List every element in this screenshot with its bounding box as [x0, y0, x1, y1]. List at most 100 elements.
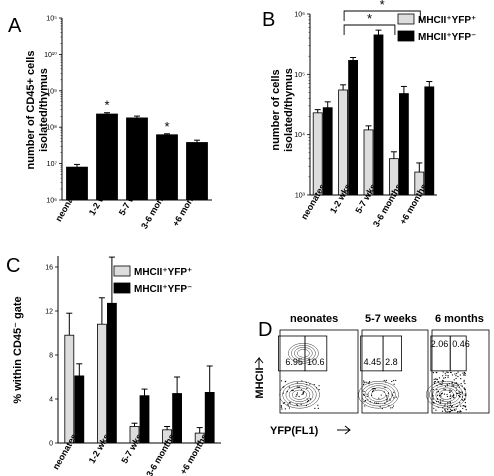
- scatter-dot: [447, 401, 449, 404]
- scatter-dot: [387, 392, 390, 394]
- scatter-dot: [309, 398, 311, 400]
- density-contour: [291, 344, 316, 362]
- scatter-dot: [464, 395, 466, 397]
- scatter-dot: [449, 391, 451, 393]
- scatter-dot: [300, 403, 302, 405]
- density-contour: [429, 383, 464, 407]
- gate-value-yfp-negative: 2.06: [431, 339, 449, 349]
- density-contour: [426, 380, 467, 409]
- bar-series1-4: [424, 86, 435, 196]
- scatter-dot: [446, 395, 449, 398]
- scatter-dot: [318, 389, 320, 391]
- scatter-dot: [458, 394, 460, 397]
- legend-label: MHCII⁺YFP⁺: [134, 267, 192, 278]
- scatter-dot: [450, 409, 453, 412]
- y-tick-label: 10³: [295, 193, 306, 200]
- scatter-dot: [281, 408, 283, 410]
- scatter-dot: [449, 394, 452, 396]
- scatter-dot: [464, 388, 466, 390]
- scatter-dot: [379, 406, 381, 408]
- scatter-dot: [366, 381, 368, 383]
- density-contour: [361, 383, 396, 407]
- scatter-dot: [378, 397, 380, 399]
- scatter-dot: [451, 374, 454, 376]
- scatter-dot: [366, 393, 368, 395]
- scatter-dot: [301, 380, 303, 382]
- gate-value-yfp-negative: 6.95: [285, 357, 303, 367]
- scatter-dot: [455, 389, 458, 391]
- legend-swatch: [113, 282, 131, 294]
- scatter-dot: [364, 381, 366, 383]
- scatter-dot: [456, 406, 458, 408]
- scatter-dot: [393, 391, 395, 393]
- scatter-dot: [444, 389, 446, 391]
- scatter-dot: [287, 405, 289, 407]
- scatter-dot: [440, 396, 442, 398]
- scatter-dot: [371, 388, 373, 390]
- flow-plot: 5-7 weeks 4.45 2.8: [358, 313, 429, 414]
- density-contour: [297, 348, 310, 358]
- scatter-dot: [439, 399, 442, 401]
- scatter-dot: [463, 374, 465, 376]
- scatter-dot: [389, 398, 391, 400]
- scatter-dot: [302, 393, 304, 395]
- y-tick-label: 16: [45, 265, 53, 272]
- scatter-dot: [443, 388, 445, 390]
- flow-y-axis-label: MHCII: [254, 367, 266, 398]
- scatter-dot: [444, 377, 446, 379]
- scatter-dot: [313, 383, 315, 386]
- scatter-dot: [455, 387, 457, 389]
- density-contour: [432, 385, 461, 405]
- scatter-dot: [441, 379, 444, 382]
- scatter-dot: [375, 402, 377, 404]
- scatter-dot: [455, 408, 457, 410]
- scatter-dot: [450, 371, 452, 374]
- scatter-dot: [444, 403, 446, 405]
- y-tick-label: 10⁵: [294, 72, 305, 79]
- scatter-dot: [296, 403, 298, 406]
- scatter-dot: [291, 390, 293, 392]
- scatter-dot: [449, 398, 451, 400]
- scatter-dot: [368, 383, 370, 385]
- scatter-dot: [436, 398, 439, 400]
- scatter-dot: [369, 401, 371, 403]
- scatter-dot: [447, 403, 449, 405]
- scatter-dot: [446, 393, 448, 396]
- significance-bracket: [343, 24, 396, 35]
- scatter-dot: [297, 404, 299, 407]
- scatter-dot: [289, 401, 291, 404]
- scatter-dot: [460, 378, 462, 380]
- scatter-dot: [296, 382, 298, 384]
- y-tick-label: 12: [45, 309, 53, 316]
- scatter-dot: [457, 371, 459, 373]
- scatter-dot: [451, 381, 453, 383]
- scatter-dot: [459, 410, 461, 412]
- scatter-dot: [432, 388, 434, 391]
- scatter-dot: [363, 390, 365, 393]
- scatter-dot: [455, 373, 458, 375]
- scatter-dot: [446, 383, 448, 385]
- scatter-dot: [391, 380, 393, 383]
- scatter-dot: [463, 398, 466, 401]
- gate-value-yfp-positive: 10.6: [307, 357, 325, 367]
- density-contour: [294, 346, 313, 360]
- scatter-dot: [462, 407, 464, 410]
- scatter-dot: [464, 393, 466, 395]
- scatter-dot: [393, 397, 395, 399]
- panel-letter-b: B: [262, 9, 275, 31]
- scatter-dot: [432, 395, 434, 397]
- y-axis-title: % within CD45⁻ gate: [12, 296, 24, 403]
- scatter-dot: [433, 382, 435, 385]
- scatter-dot: [374, 402, 376, 404]
- y-tick-label: 10⁹: [46, 88, 57, 95]
- scatter-dot: [288, 407, 291, 409]
- scatter-dot: [298, 386, 301, 388]
- scatter-dot: [433, 407, 435, 409]
- scatter-dot: [455, 382, 458, 384]
- scatter-dot: [461, 396, 464, 398]
- scatter-dot: [445, 411, 447, 413]
- scatter-dot: [317, 407, 319, 409]
- scatter-dot: [453, 379, 455, 381]
